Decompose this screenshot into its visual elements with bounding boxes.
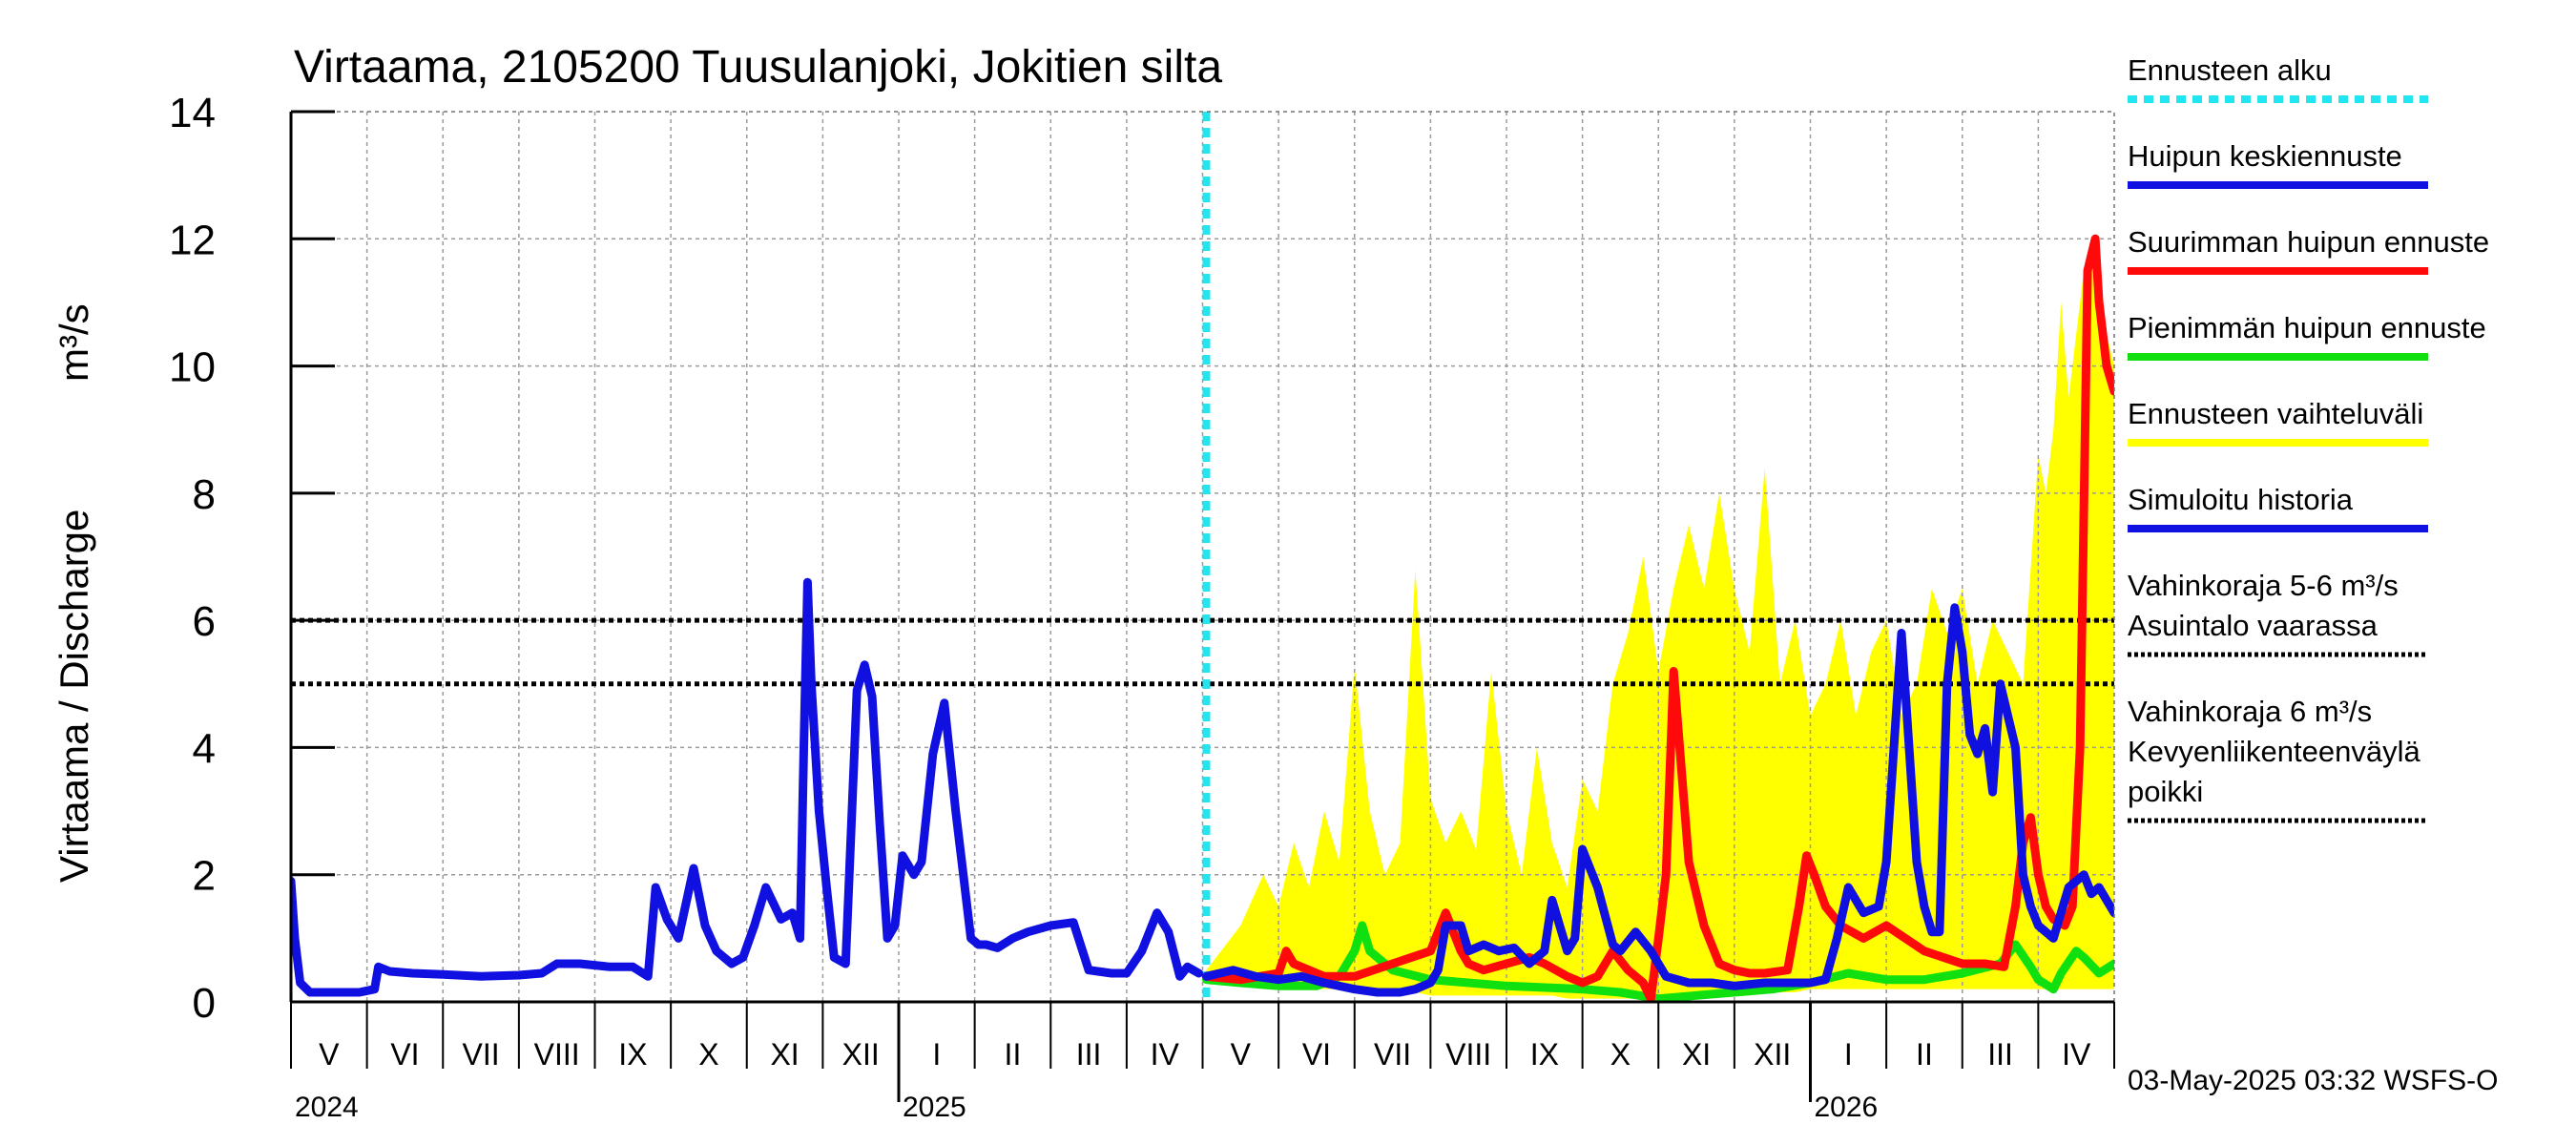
y-tick-label: 12 [169, 217, 216, 263]
y-tick-label: 6 [193, 598, 216, 645]
month-label: V [319, 1037, 340, 1072]
series-line [1202, 921, 2114, 1002]
legend-label: Vahinkoraja 6 m³/s [2128, 695, 2372, 728]
month-label: IX [1530, 1037, 1559, 1072]
month-label: VII [463, 1037, 500, 1072]
year-label: 2025 [903, 1092, 966, 1123]
legend-label: poikki [2128, 775, 2203, 808]
legend-entry: Huipun keskiennuste [2128, 139, 2428, 189]
series-line [1202, 603, 2114, 997]
month-label: XII [1754, 1037, 1791, 1072]
month-label: VI [1302, 1037, 1331, 1072]
legend-label: Suurimman huipun ennuste [2128, 225, 2489, 259]
legend-label: Vahinkoraja 5-6 m³/s [2128, 569, 2399, 602]
legend-entry: Vahinkoraja 5-6 m³/s Asuintalo vaarassa [2128, 569, 2428, 657]
y-tick-label: 14 [169, 90, 216, 136]
month-label: I [932, 1037, 941, 1072]
legend-entry: Pienimmän huipun ennuste [2128, 311, 2486, 361]
year-label: 2026 [1815, 1092, 1879, 1123]
month-label: II [1005, 1037, 1022, 1072]
month-label: IV [2062, 1037, 2091, 1072]
legend-entry: Vahinkoraja 6 m³/sKevyenliikenteenväylä … [2128, 695, 2428, 823]
series-layer [291, 112, 2114, 1002]
legend-label: Kevyenliikenteenväylä [2128, 735, 2421, 768]
month-label: X [1610, 1037, 1631, 1072]
month-label: IX [618, 1037, 647, 1072]
y-tick-label: 2 [193, 853, 216, 900]
legend-label: Asuintalo vaarassa [2128, 609, 2379, 642]
legend-entry: Simuloitu historia [2128, 483, 2428, 532]
timestamp-footer: 03-May-2025 03:32 WSFS-O [2128, 1065, 2499, 1096]
y-tick-label: 4 [193, 725, 216, 772]
legend-entry: Suurimman huipun ennuste [2128, 225, 2489, 275]
month-label: V [1231, 1037, 1252, 1072]
y-axis-unit: m³/s [52, 303, 96, 382]
chart-title: Virtaama, 2105200 Tuusulanjoki, Jokitien… [294, 42, 1222, 93]
y-tick-label: 10 [169, 344, 216, 391]
month-label: VIII [1445, 1037, 1491, 1072]
legend-label: Ennusteen vaihteluväli [2128, 397, 2423, 430]
month-label: III [1076, 1037, 1102, 1072]
legend-label: Simuloitu historia [2128, 483, 2354, 516]
month-label: XI [1682, 1037, 1711, 1072]
month-label: X [698, 1037, 718, 1072]
month-label: XII [842, 1037, 880, 1072]
year-label: 2024 [295, 1092, 359, 1123]
month-label: IV [1151, 1037, 1180, 1072]
plot-frame [290, 111, 2115, 1003]
y-tick-label: 8 [193, 471, 216, 518]
legend-label: Pienimmän huipun ennuste [2128, 311, 2486, 344]
month-label: III [1987, 1037, 2013, 1072]
month-label: VII [1374, 1037, 1411, 1072]
month-label: II [1916, 1037, 1933, 1072]
month-label: XI [770, 1037, 799, 1072]
month-label: VI [390, 1037, 419, 1072]
series-line [1202, 234, 2114, 1002]
legend: Ennusteen alku Huipun keskiennuste Suurimm… [2128, 53, 2489, 823]
y-axis-label: Virtaama / Discharge [52, 510, 96, 883]
legend-label: Huipun keskiennuste [2128, 139, 2402, 173]
y-tick-label: 0 [193, 980, 216, 1027]
month-label: I [1844, 1037, 1853, 1072]
month-label: VIII [534, 1037, 580, 1072]
legend-entry: Ennusteen alku [2128, 53, 2428, 103]
legend-label: Ennusteen alku [2128, 53, 2332, 87]
series-line [291, 577, 1203, 997]
legend-entry: Ennusteen vaihteluväli [2128, 397, 2428, 447]
